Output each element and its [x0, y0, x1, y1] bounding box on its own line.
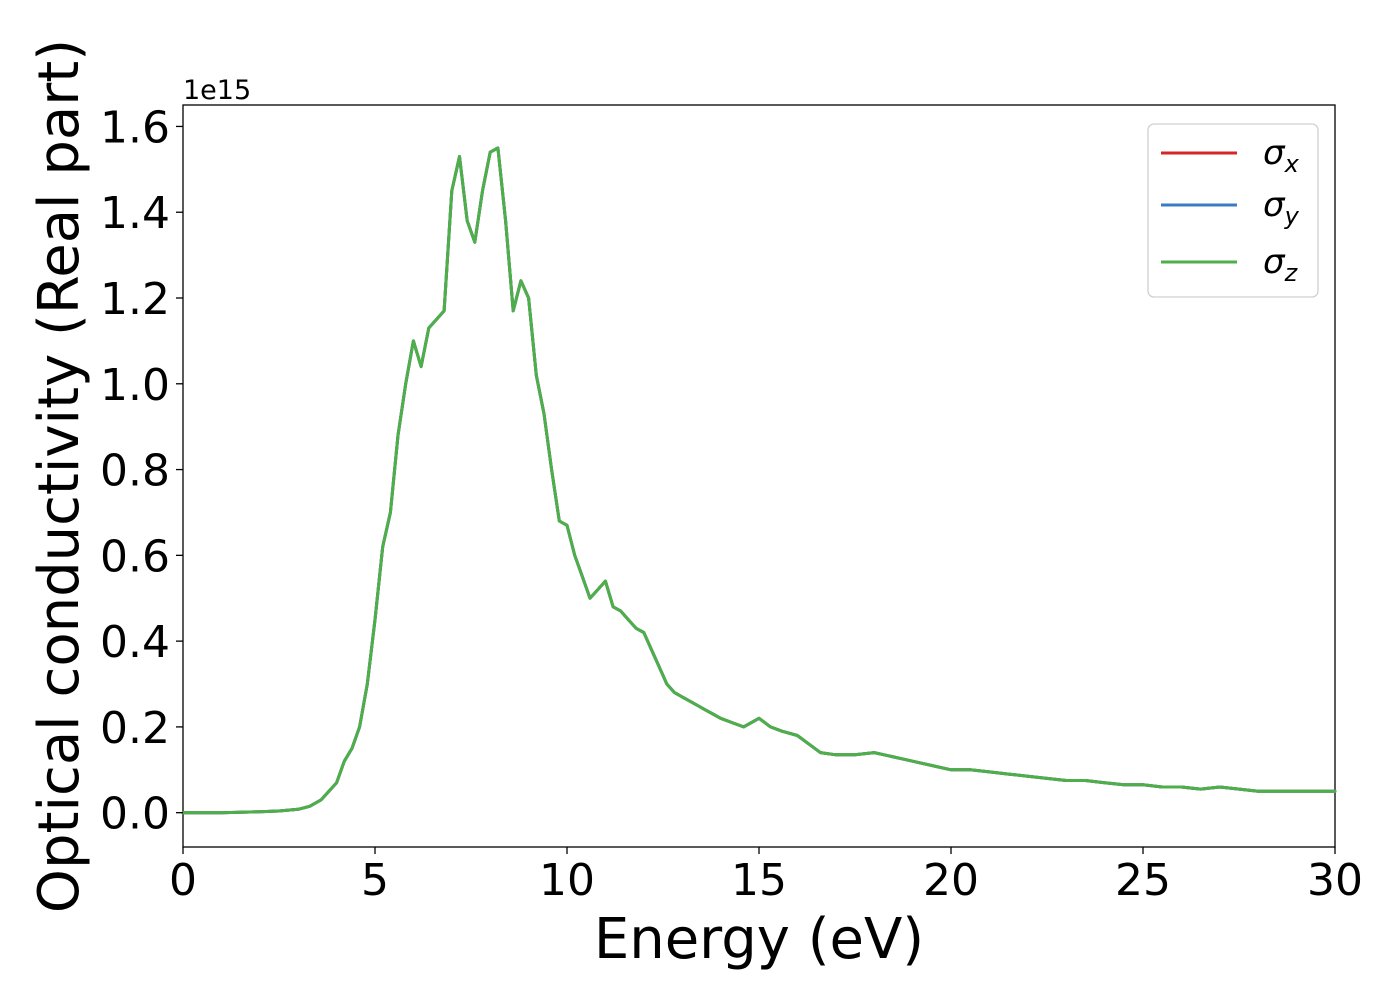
y-tick-label: 1.0: [100, 360, 170, 411]
x-axis-ticks: 0 5 10 15 20 25 30: [169, 847, 1363, 906]
y-tick-label: 0.0: [100, 789, 170, 840]
series-line-sigma-z: [181, 146, 1337, 815]
legend-label: σx: [1263, 133, 1300, 178]
y-offset-label: 1e15: [183, 75, 251, 106]
plot-frame: [182, 104, 1336, 848]
x-axis-label: Energy (eV): [594, 907, 924, 972]
x-tick-label: 10: [539, 855, 595, 906]
y-tick-label: 0.8: [100, 446, 170, 497]
y-tick-label: 1.6: [100, 102, 170, 153]
y-tick-label: 0.2: [100, 703, 170, 754]
x-tick-label: 0: [169, 855, 197, 906]
legend-label-symbol: σ: [1263, 185, 1286, 225]
legend-label: σz: [1263, 242, 1299, 287]
legend-box: [1147, 123, 1319, 298]
legend-label-subscript: z: [1284, 259, 1299, 287]
x-tick-label: 25: [1115, 855, 1171, 906]
x-tick-label: 15: [731, 855, 787, 906]
y-axis-ticks: 0.0 0.2 0.4 0.6 0.8 1.0 1.2 1.4 1.6: [100, 102, 183, 840]
y-tick-label: 1.2: [100, 274, 170, 325]
x-tick-label: 30: [1307, 855, 1363, 906]
series-layer: [181, 146, 1337, 815]
legend-label-subscript: x: [1284, 150, 1300, 178]
x-tick-label: 5: [361, 855, 389, 906]
legend-label: σy: [1263, 185, 1300, 230]
legend-label-symbol: σ: [1263, 133, 1286, 173]
plot-area: [181, 104, 1337, 848]
legend-label-symbol: σ: [1263, 242, 1286, 282]
x-tick-label: 20: [923, 855, 979, 906]
y-axis-label: Optical conductivity (Real part): [27, 39, 92, 913]
y-tick-label: 0.4: [100, 617, 170, 668]
y-tick-label: 1.4: [100, 188, 170, 239]
legend-label-subscript: y: [1284, 202, 1300, 230]
y-tick-label: 0.6: [100, 531, 170, 582]
